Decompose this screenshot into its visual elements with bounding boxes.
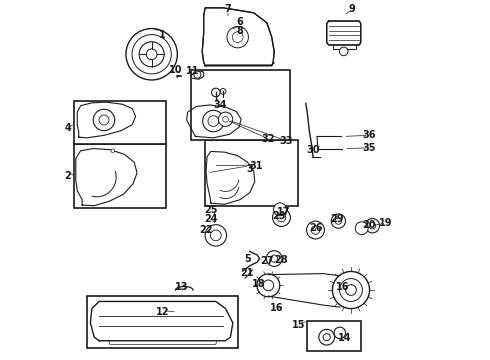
- Bar: [307, 321, 361, 351]
- Text: 27: 27: [260, 256, 273, 266]
- Text: 15: 15: [292, 320, 305, 330]
- Circle shape: [272, 208, 291, 226]
- Text: 7: 7: [224, 4, 231, 14]
- Text: 22: 22: [199, 225, 213, 235]
- Text: 30: 30: [306, 145, 320, 155]
- Text: 21: 21: [241, 268, 254, 278]
- Circle shape: [334, 327, 345, 339]
- Text: 9: 9: [348, 4, 355, 14]
- Circle shape: [345, 285, 356, 296]
- Circle shape: [263, 280, 274, 291]
- Text: 8: 8: [237, 26, 244, 36]
- Text: 11: 11: [186, 66, 199, 76]
- Text: 34: 34: [213, 100, 226, 110]
- Circle shape: [132, 35, 172, 74]
- Circle shape: [319, 329, 335, 345]
- Text: 29: 29: [331, 214, 344, 224]
- Circle shape: [220, 89, 226, 94]
- Circle shape: [340, 279, 363, 301]
- Circle shape: [311, 226, 320, 234]
- Bar: [87, 296, 238, 348]
- Text: 13: 13: [175, 282, 189, 292]
- Circle shape: [211, 230, 221, 241]
- Circle shape: [369, 222, 376, 229]
- Text: 28: 28: [275, 255, 288, 265]
- Text: 17: 17: [277, 207, 291, 217]
- Text: 32: 32: [262, 134, 275, 144]
- Text: 20: 20: [362, 220, 376, 230]
- Bar: [74, 144, 166, 208]
- Circle shape: [99, 115, 109, 125]
- Circle shape: [111, 149, 115, 153]
- Circle shape: [139, 42, 164, 67]
- Circle shape: [273, 203, 287, 216]
- Circle shape: [340, 47, 348, 56]
- Text: 33: 33: [280, 136, 293, 146]
- Circle shape: [93, 109, 115, 131]
- Circle shape: [331, 214, 345, 228]
- Circle shape: [270, 255, 278, 262]
- Text: 2: 2: [64, 171, 71, 181]
- Text: 18: 18: [252, 279, 266, 289]
- Bar: [205, 140, 298, 206]
- Text: 23: 23: [272, 211, 286, 221]
- Circle shape: [203, 111, 224, 132]
- Text: 35: 35: [362, 143, 376, 153]
- Polygon shape: [204, 9, 273, 65]
- Circle shape: [208, 116, 219, 126]
- Circle shape: [266, 251, 282, 266]
- Circle shape: [332, 271, 369, 309]
- Text: 10: 10: [169, 65, 183, 75]
- Text: 31: 31: [249, 161, 263, 171]
- Circle shape: [227, 26, 248, 48]
- Text: 16: 16: [270, 303, 283, 313]
- Circle shape: [212, 88, 220, 97]
- Text: 19: 19: [379, 218, 393, 228]
- Circle shape: [222, 116, 228, 122]
- Circle shape: [194, 71, 201, 78]
- Circle shape: [232, 32, 243, 42]
- Circle shape: [126, 28, 177, 80]
- Text: 36: 36: [362, 130, 376, 140]
- Text: 4: 4: [64, 123, 71, 133]
- Circle shape: [323, 334, 330, 341]
- Text: 5: 5: [244, 253, 251, 264]
- Polygon shape: [327, 21, 361, 45]
- Text: 26: 26: [309, 223, 322, 233]
- Circle shape: [365, 219, 380, 233]
- Text: 25: 25: [204, 205, 218, 215]
- Circle shape: [219, 112, 233, 126]
- Circle shape: [257, 274, 280, 297]
- Bar: [74, 101, 166, 144]
- Text: 6: 6: [237, 17, 244, 27]
- Circle shape: [307, 221, 324, 239]
- Circle shape: [277, 213, 286, 222]
- Text: 12: 12: [156, 307, 169, 317]
- Text: 24: 24: [204, 214, 218, 224]
- Circle shape: [147, 49, 157, 60]
- Circle shape: [355, 222, 368, 235]
- Text: 1: 1: [159, 30, 166, 40]
- Bar: [191, 70, 290, 140]
- Text: 3: 3: [246, 164, 253, 174]
- Circle shape: [335, 218, 342, 224]
- Text: 14: 14: [338, 333, 351, 343]
- Text: 16: 16: [336, 282, 349, 292]
- Circle shape: [205, 225, 226, 246]
